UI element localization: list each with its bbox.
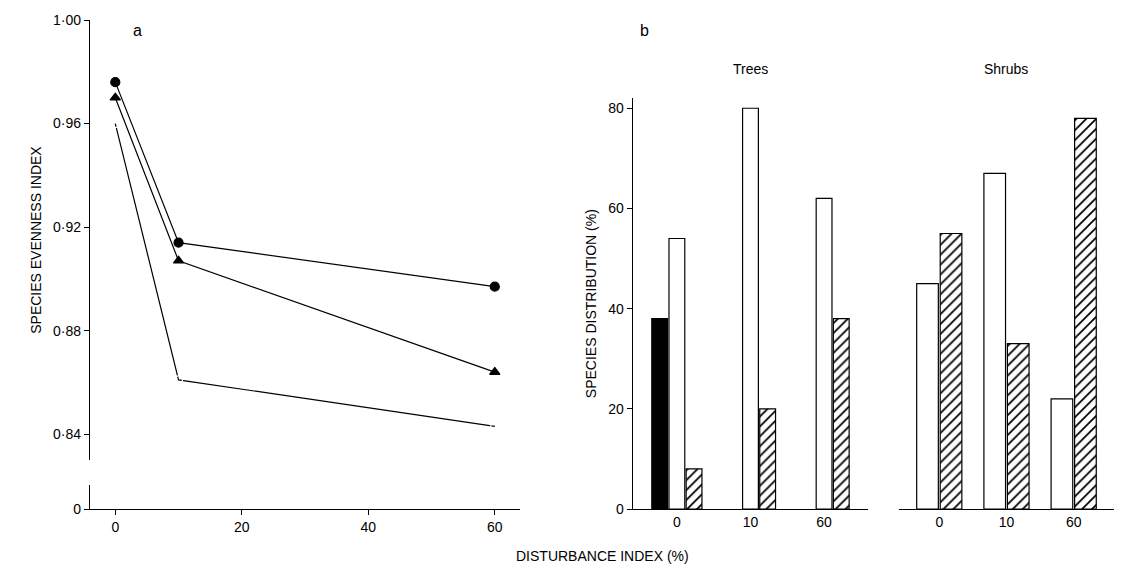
svg-text:0: 0: [73, 501, 81, 517]
svg-text:40: 40: [361, 519, 377, 535]
svg-text:Shrubs: Shrubs: [984, 61, 1028, 77]
svg-text:0: 0: [673, 514, 681, 530]
svg-text:10: 10: [999, 514, 1015, 530]
svg-text:0·92: 0·92: [53, 219, 81, 235]
svg-text:b: b: [640, 22, 649, 39]
svg-text:80: 80: [608, 100, 624, 116]
svg-text:10: 10: [743, 514, 759, 530]
svg-text:0: 0: [111, 519, 119, 535]
svg-text:a: a: [133, 22, 142, 39]
svg-text:60: 60: [1066, 514, 1082, 530]
svg-text:20: 20: [608, 401, 624, 417]
svg-text:SPECIES EVENNESS INDEX: SPECIES EVENNESS INDEX: [28, 146, 44, 334]
svg-text:0·88: 0·88: [53, 323, 81, 339]
svg-text:60: 60: [608, 200, 624, 216]
svg-text:Trees: Trees: [733, 61, 768, 77]
svg-text:SPECIES DISTRIBUTION (%): SPECIES DISTRIBUTION (%): [583, 209, 599, 398]
svg-text:0: 0: [616, 501, 624, 517]
svg-text:0·96: 0·96: [53, 115, 81, 131]
svg-text:60: 60: [816, 514, 832, 530]
svg-text:0: 0: [935, 514, 943, 530]
svg-text:20: 20: [234, 519, 250, 535]
svg-text:60: 60: [487, 519, 503, 535]
svg-text:40: 40: [608, 301, 624, 317]
svg-text:0·84: 0·84: [53, 426, 81, 442]
svg-text:DISTURBANCE INDEX (%): DISTURBANCE INDEX (%): [516, 548, 689, 564]
svg-text:1·00: 1·00: [53, 12, 81, 28]
